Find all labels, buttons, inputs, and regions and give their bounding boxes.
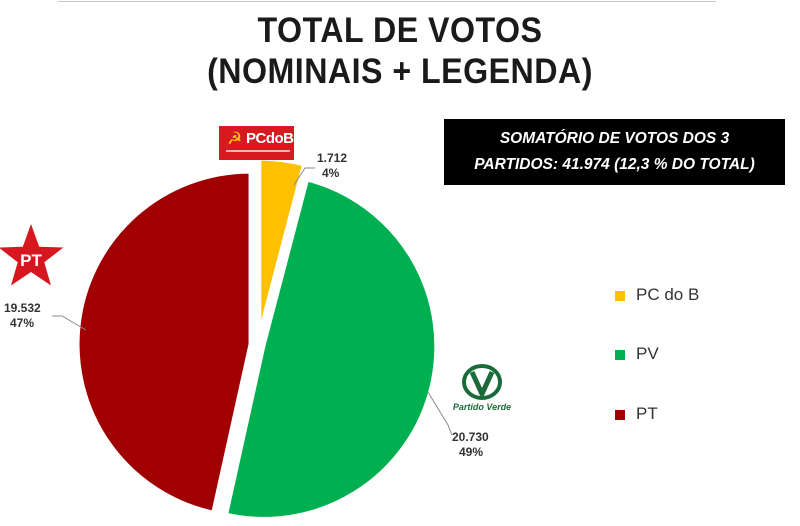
legend-swatch-pv <box>615 350 625 360</box>
data-label-pv-percent: 49% <box>459 445 483 459</box>
data-label-pv-value: 20.730 <box>452 430 489 444</box>
data-label-pcdob-percent: 4% <box>322 166 340 180</box>
top-divider <box>58 1 716 2</box>
legend-swatch-pcdob <box>615 291 625 301</box>
pie-slice-pv <box>224 178 438 520</box>
legend-item-pt: PT <box>615 403 765 427</box>
leader-lines <box>52 167 453 436</box>
hammer-sickle-icon: ☭ <box>227 129 243 148</box>
chart-title-line-2: (NOMINAIS + LEGENDA) <box>207 52 593 91</box>
pie-slice-pt <box>76 170 252 514</box>
summary-line-2: PARTIDOS: 41.974 (12,3 % DO TOTAL) <box>474 156 755 173</box>
legend-label-pt: PT <box>636 404 658 423</box>
pie-slices <box>76 157 438 520</box>
summary-line-1: SOMATÓRIO DE VOTOS DOS 3 <box>499 130 730 147</box>
leader-line-pv <box>427 391 453 436</box>
legend-item-pv: PV <box>615 343 765 367</box>
pcdob-logo-text: PCdoB <box>246 130 294 147</box>
summary-box: SOMATÓRIO DE VOTOS DOS 3 PARTIDOS: 41.97… <box>444 119 785 185</box>
chart-title-line-1: TOTAL DE VOTOS <box>257 11 543 50</box>
leader-line-pt <box>52 315 87 331</box>
leader-line-pcdob <box>293 167 315 186</box>
pv-logo: Partido Verde <box>452 364 512 418</box>
pcdob-logo-subtitle-bar <box>226 150 290 152</box>
legend-swatch-pt <box>615 410 625 420</box>
chart-title: TOTAL DE VOTOS (NOMINAIS + LEGENDA) <box>32 10 768 92</box>
legend-label-pv: PV <box>636 344 659 363</box>
pcdob-logo: ☭ PCdoB <box>219 126 294 160</box>
legend-label-pcdob: PC do B <box>636 285 700 304</box>
pv-v-icon <box>462 364 502 400</box>
pt-star-logo: PT <box>0 224 64 286</box>
legend-item-pcdob: PC do B <box>615 284 765 308</box>
data-label-pt-percent: 47% <box>10 316 34 330</box>
pt-logo-text: PT <box>20 251 42 270</box>
data-label-pt-value: 19.532 <box>4 301 41 315</box>
pv-logo-caption: Partido Verde <box>452 402 512 412</box>
data-label-pcdob-value: 1.712 <box>317 151 347 165</box>
